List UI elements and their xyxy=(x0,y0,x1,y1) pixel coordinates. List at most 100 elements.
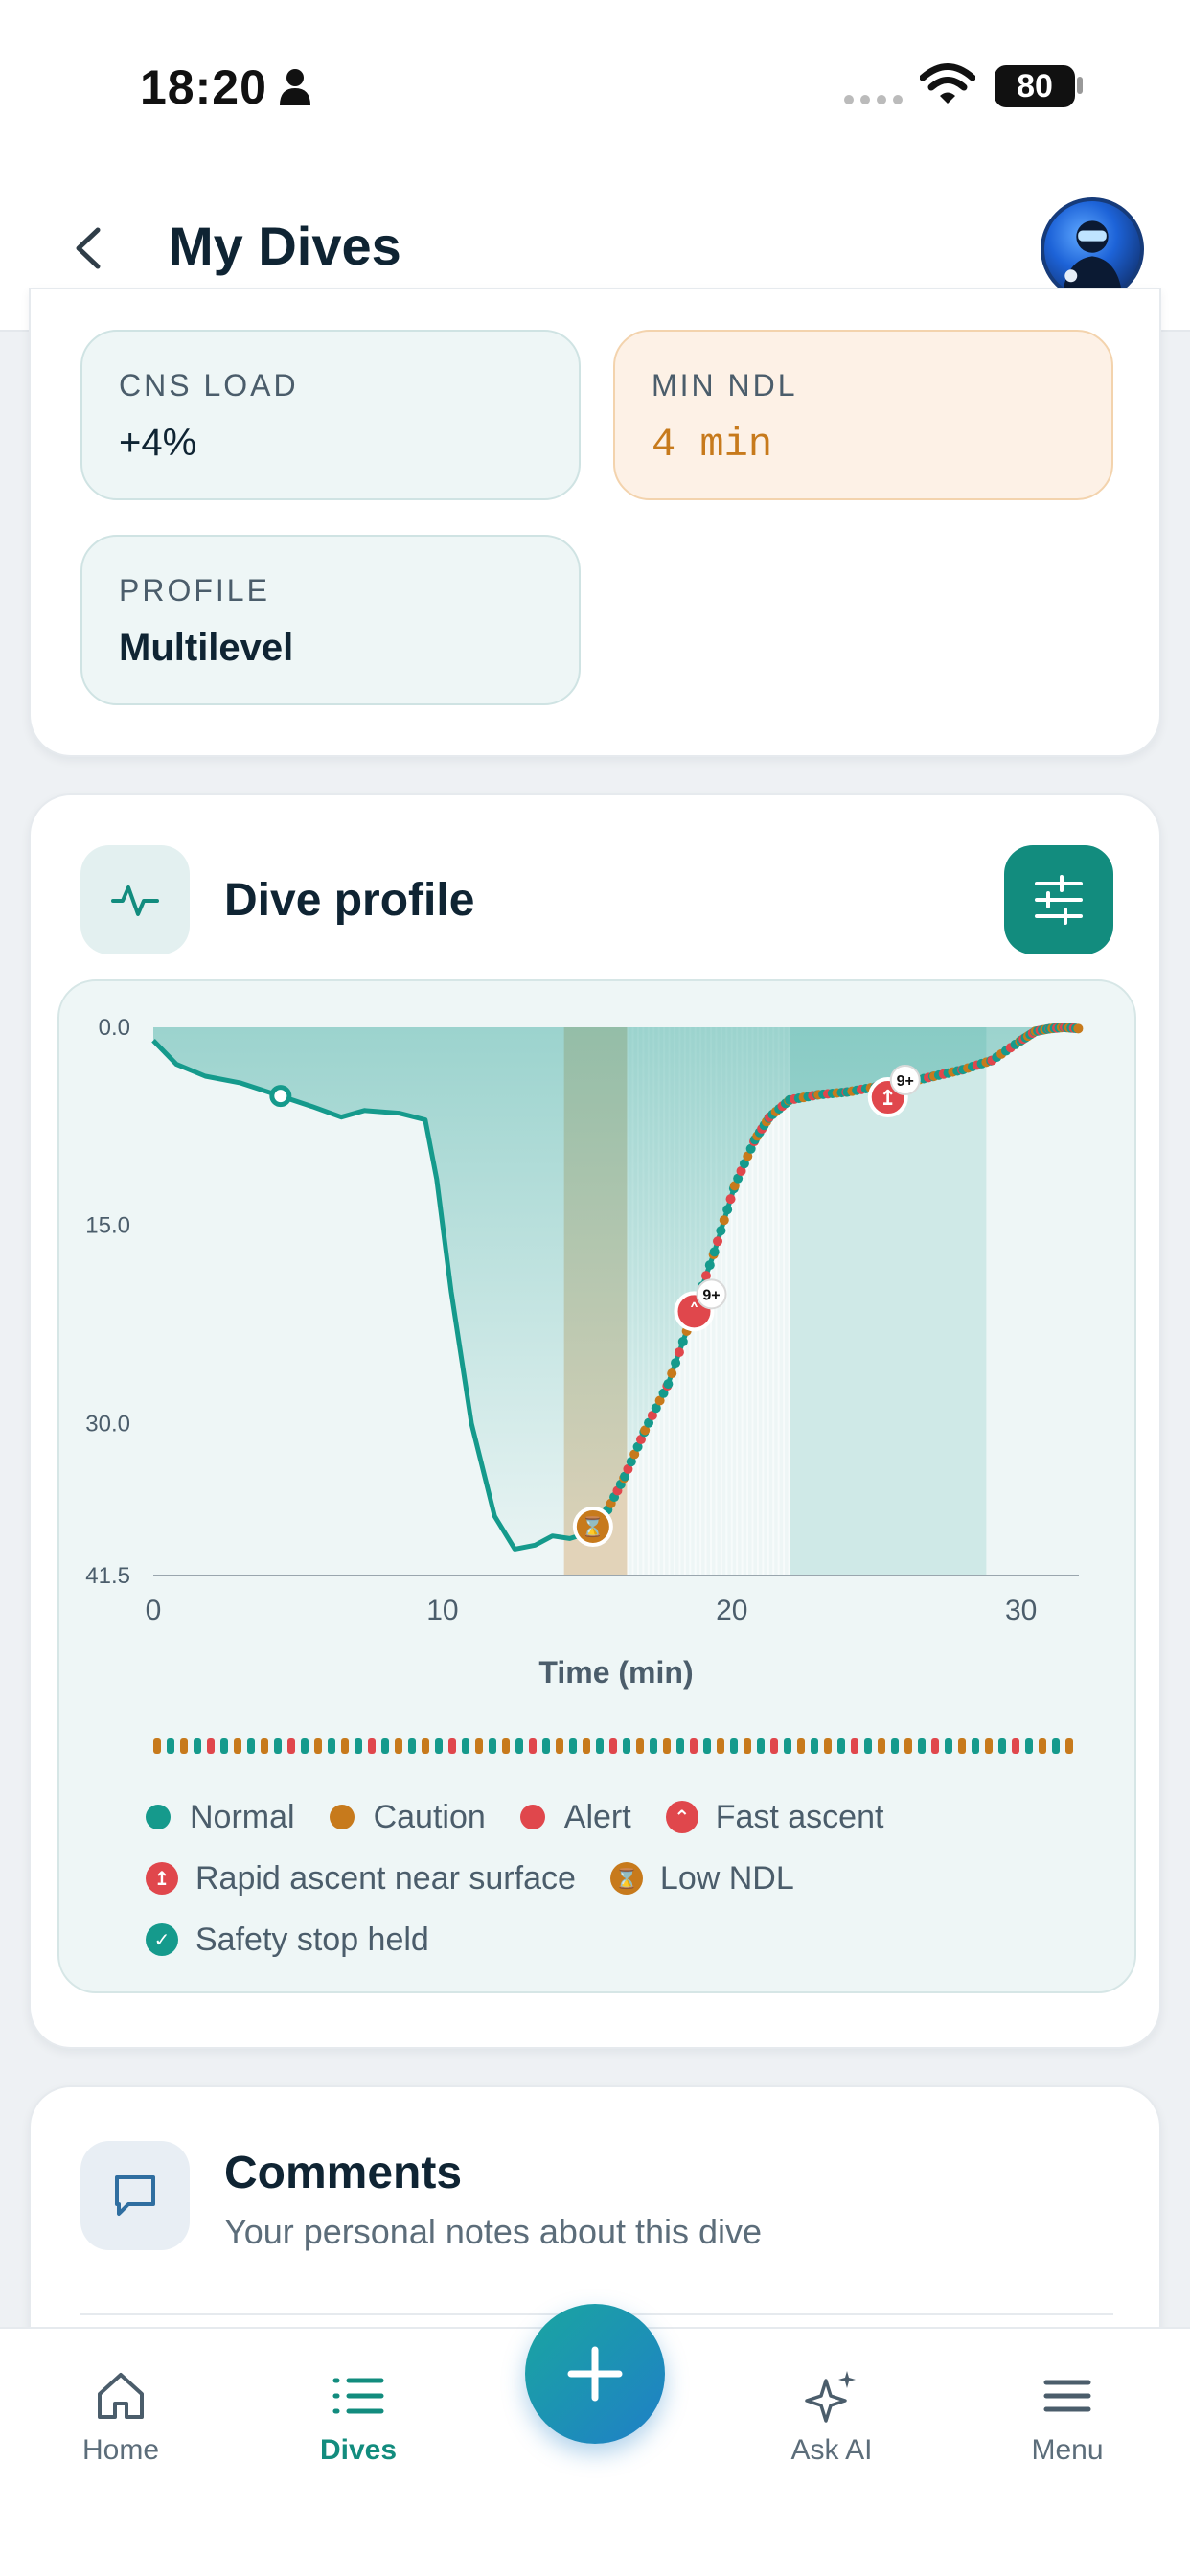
status-dot xyxy=(743,1151,753,1162)
timeline-segment xyxy=(167,1738,174,1754)
legend-fast-ascent: ⌃ Fast ascent xyxy=(665,1798,884,1836)
timeline-segment xyxy=(730,1738,738,1754)
status-dot xyxy=(644,1417,654,1428)
timeline-segment xyxy=(1039,1738,1046,1754)
sliders-icon xyxy=(1035,875,1083,925)
battery-cap xyxy=(1077,77,1083,94)
double-chevron-up-icon: ⌃ xyxy=(665,1801,698,1833)
timeline-segment xyxy=(636,1738,644,1754)
legend-label: Rapid ascent near surface xyxy=(195,1859,576,1897)
timeline-segment xyxy=(596,1738,604,1754)
status-dot xyxy=(658,1388,669,1398)
timeline-segment xyxy=(1012,1738,1019,1754)
timeline-segment xyxy=(931,1738,939,1754)
dive-profile-title: Dive profile xyxy=(224,875,475,926)
legend-label: Fast ascent xyxy=(715,1798,884,1835)
timeline-segment xyxy=(287,1738,295,1754)
timeline-segment xyxy=(1025,1738,1033,1754)
timeline-segment xyxy=(448,1738,456,1754)
back-chevron-icon[interactable] xyxy=(69,224,107,272)
status-dot xyxy=(725,1194,736,1205)
timeline-segment xyxy=(663,1738,671,1754)
y-tick-label: 41.5 xyxy=(85,1563,130,1589)
timeline-segment xyxy=(757,1738,765,1754)
hourglass-icon: ⌛ xyxy=(581,1515,605,1538)
timeline-segment xyxy=(194,1738,201,1754)
nav-menu[interactable]: Menu xyxy=(981,2367,1154,2467)
nav-label: Home xyxy=(81,2434,160,2466)
timeline-segment xyxy=(502,1738,510,1754)
depth-chart: 0.015.030.041.50 10 20 30 ⌛˄9+↥9+ Time (min… xyxy=(85,1015,1084,1754)
profile-icon-box xyxy=(80,845,190,954)
pulse-icon xyxy=(111,886,159,916)
dive-profile-chart[interactable]: 0.0 15.0 30.0 41.5 0 10 20 30 ⌛ ˄ 9+ ↥ 9+ Time (min… xyxy=(57,979,1136,1993)
x-tick-label: 10 xyxy=(426,1595,458,1626)
status-dot xyxy=(719,1215,729,1226)
chart-settings-button[interactable] xyxy=(1004,845,1113,954)
add-dive-button[interactable] xyxy=(525,2304,665,2444)
timeline-segment xyxy=(583,1738,590,1754)
nav-dives[interactable]: Dives xyxy=(272,2367,445,2467)
check-icon: ✓ xyxy=(146,1923,178,1956)
legend-rapid-ascent-surface: ↥ Rapid ascent near surface xyxy=(146,1860,576,1898)
count-badge-label: 9+ xyxy=(897,1073,914,1090)
stat-label: MIN NDL xyxy=(652,368,798,402)
timeline-segment xyxy=(395,1738,402,1754)
legend-label: Safety stop held xyxy=(195,1920,429,1958)
status-dot xyxy=(626,1457,636,1467)
hamburger-menu-icon xyxy=(1043,2380,1091,2412)
nav-label: Ask AI xyxy=(790,2434,873,2466)
y-tick-label: 15.0 xyxy=(85,1213,130,1239)
status-dot xyxy=(736,1165,746,1176)
timeline-segment xyxy=(475,1738,483,1754)
legend-label: Low NDL xyxy=(659,1859,794,1897)
x-tick-label: 30 xyxy=(1005,1595,1037,1626)
timeline-segment xyxy=(1052,1738,1060,1754)
x-tick-label: 20 xyxy=(716,1595,747,1626)
status-dot xyxy=(729,1181,740,1191)
comments-title: Comments xyxy=(224,2148,463,2198)
nav-ask-ai[interactable]: Ask AI xyxy=(745,2367,918,2467)
stat-value: 4 min xyxy=(652,422,773,468)
status-dot xyxy=(629,1449,640,1460)
count-badge xyxy=(889,1065,921,1096)
x-tick-label: 0 xyxy=(146,1595,162,1626)
timeline-segment xyxy=(261,1738,268,1754)
stat-value: +4% xyxy=(119,422,197,464)
person-icon xyxy=(280,69,310,105)
diver-avatar-icon xyxy=(1062,220,1123,297)
list-icon xyxy=(332,2378,384,2414)
timeline-segment xyxy=(676,1738,684,1754)
timeline-segment xyxy=(314,1738,322,1754)
status-dot xyxy=(620,1471,630,1482)
timeline-segment xyxy=(972,1738,979,1754)
home-icon xyxy=(98,2373,144,2419)
nav-label: Dives xyxy=(319,2434,398,2466)
timeline-segment xyxy=(945,1738,952,1754)
status-dot xyxy=(745,1143,756,1154)
legend-label: Alert xyxy=(563,1798,631,1835)
y-tick-label: 0.0 xyxy=(99,1015,130,1041)
depth-area xyxy=(153,1027,1079,1550)
avatar[interactable] xyxy=(1041,197,1144,301)
timeline-segment xyxy=(462,1738,469,1754)
status-dot xyxy=(739,1159,749,1169)
stat-label: PROFILE xyxy=(119,573,270,608)
normal-dot-icon xyxy=(146,1805,171,1829)
timeline-segment xyxy=(650,1738,657,1754)
plus-icon xyxy=(567,2346,623,2402)
dive-stats-card: CNS LOAD +4% MIN NDL 4 min PROFILE Multi… xyxy=(29,288,1161,757)
chart-legend: Normal Caution Alert ⌃ Fast ascent ↥ xyxy=(146,1786,1104,1970)
surface-arrow-icon: ↥ xyxy=(880,1087,897,1111)
status-dot xyxy=(671,1358,681,1368)
timeline-segment xyxy=(824,1738,832,1754)
timeline-segment xyxy=(153,1738,161,1754)
legend-alert: Alert xyxy=(519,1798,631,1836)
status-dot xyxy=(677,1337,688,1347)
timeline-segment xyxy=(904,1738,912,1754)
timeline-segment xyxy=(609,1738,617,1754)
status-dot xyxy=(663,1379,674,1390)
double-chevron-up-icon: ˄ xyxy=(689,1300,699,1324)
cns-load-stat: CNS LOAD +4% xyxy=(80,330,581,500)
nav-home[interactable]: Home xyxy=(34,2367,207,2467)
